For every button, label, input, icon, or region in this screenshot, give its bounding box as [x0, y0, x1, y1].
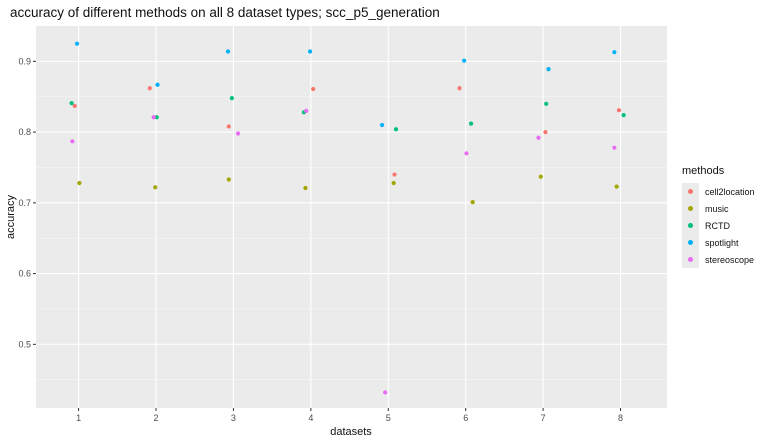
- data-point-stereoscope: [304, 108, 309, 113]
- x-tick-label: 4: [308, 413, 313, 423]
- x-tick-label: 8: [618, 413, 623, 423]
- data-point-rctd: [154, 115, 159, 120]
- legend-label: music: [705, 203, 729, 214]
- data-point-spotlight: [155, 82, 160, 87]
- data-point-rctd: [69, 101, 74, 106]
- data-point-cell2location: [543, 130, 548, 135]
- legend: methods cell2location music RCTD spotlight s…: [682, 165, 755, 268]
- legend-key: [682, 217, 699, 234]
- x-axis: 1 2 3 4 5 6 7 8: [76, 408, 623, 423]
- legend-dot: [688, 189, 693, 194]
- x-tick-label: 5: [386, 413, 391, 423]
- legend-items: cell2location music RCTD spotlight stereosco…: [682, 183, 755, 268]
- data-point-music: [77, 180, 82, 186]
- legend-item-stereoscope: stereoscope: [682, 251, 755, 268]
- data-point-rctd: [229, 96, 234, 101]
- data-point-spotlight: [462, 58, 467, 63]
- legend-key: [682, 234, 699, 251]
- data-point-stereoscope: [536, 135, 541, 140]
- data-point-cell2location: [147, 86, 152, 91]
- data-point-music: [391, 180, 396, 186]
- data-point-cell2location: [226, 124, 231, 129]
- data-point-spotlight: [307, 49, 313, 54]
- legend-key: [682, 251, 699, 268]
- data-point-rctd: [621, 113, 626, 118]
- data-point-music: [226, 177, 231, 182]
- major-gridlines: [36, 26, 667, 408]
- legend-label: spotlight: [705, 237, 739, 248]
- y-tick-label: 0.5: [18, 339, 31, 349]
- data-point-stereoscope: [612, 145, 617, 150]
- data-point-music: [303, 185, 308, 191]
- x-tick-label: 7: [541, 413, 546, 423]
- data-point-stereoscope: [464, 151, 469, 156]
- data-point-stereoscope: [235, 131, 241, 136]
- y-axis: 0.5 0.6 0.7 0.8 0.9: [18, 56, 36, 349]
- legend-item-cell2location: cell2location: [682, 183, 755, 200]
- legend-title: methods: [682, 165, 725, 177]
- y-tick-label: 0.6: [18, 269, 31, 279]
- legend-label: cell2location: [705, 186, 755, 197]
- data-point-cell2location: [616, 108, 622, 113]
- legend-label: stereoscope: [705, 254, 755, 265]
- data-point-music: [538, 174, 543, 179]
- data-points: [69, 41, 626, 395]
- minor-gridlines: [36, 96, 667, 381]
- x-tick-label: 3: [231, 413, 236, 423]
- legend-key: [682, 183, 699, 200]
- data-point-rctd: [544, 101, 549, 106]
- y-axis-title: accuracy: [5, 194, 17, 239]
- data-point-cell2location: [392, 172, 397, 177]
- data-point-spotlight: [74, 41, 80, 46]
- data-point-spotlight: [225, 49, 231, 54]
- x-tick-label: 1: [76, 413, 81, 423]
- data-point-stereoscope: [151, 115, 156, 120]
- legend-item-spotlight: spotlight: [682, 234, 755, 251]
- legend-dot: [688, 257, 693, 262]
- legend-key: [682, 200, 699, 217]
- y-tick-label: 0.8: [18, 127, 31, 137]
- data-point-rctd: [393, 127, 399, 132]
- legend-label: RCTD: [705, 220, 730, 231]
- legend-dot: [688, 223, 693, 228]
- data-point-cell2location: [457, 86, 462, 91]
- y-tick-label: 0.7: [18, 198, 31, 208]
- legend-item-music: music: [682, 200, 755, 217]
- data-point-music: [470, 200, 475, 205]
- data-point-spotlight: [379, 122, 385, 128]
- data-point-cell2location: [72, 103, 77, 109]
- chart-title: accuracy of different methods on all 8 d…: [10, 5, 440, 20]
- data-point-stereoscope: [70, 139, 75, 144]
- legend-dot: [688, 240, 693, 245]
- data-point-rctd: [469, 121, 474, 126]
- data-point-music: [153, 185, 158, 190]
- x-tick-label: 6: [463, 413, 468, 423]
- data-point-spotlight: [546, 67, 551, 72]
- x-axis-title: datasets: [330, 426, 372, 438]
- x-tick-label: 2: [153, 413, 158, 423]
- legend-item-rctd: RCTD: [682, 217, 755, 234]
- y-tick-label: 0.9: [18, 56, 31, 66]
- legend-dot: [688, 206, 693, 211]
- data-point-music: [614, 184, 619, 189]
- data-point-spotlight: [612, 50, 617, 55]
- data-point-stereoscope: [383, 390, 388, 395]
- plot-panel: [36, 26, 667, 408]
- data-point-cell2location: [311, 86, 316, 92]
